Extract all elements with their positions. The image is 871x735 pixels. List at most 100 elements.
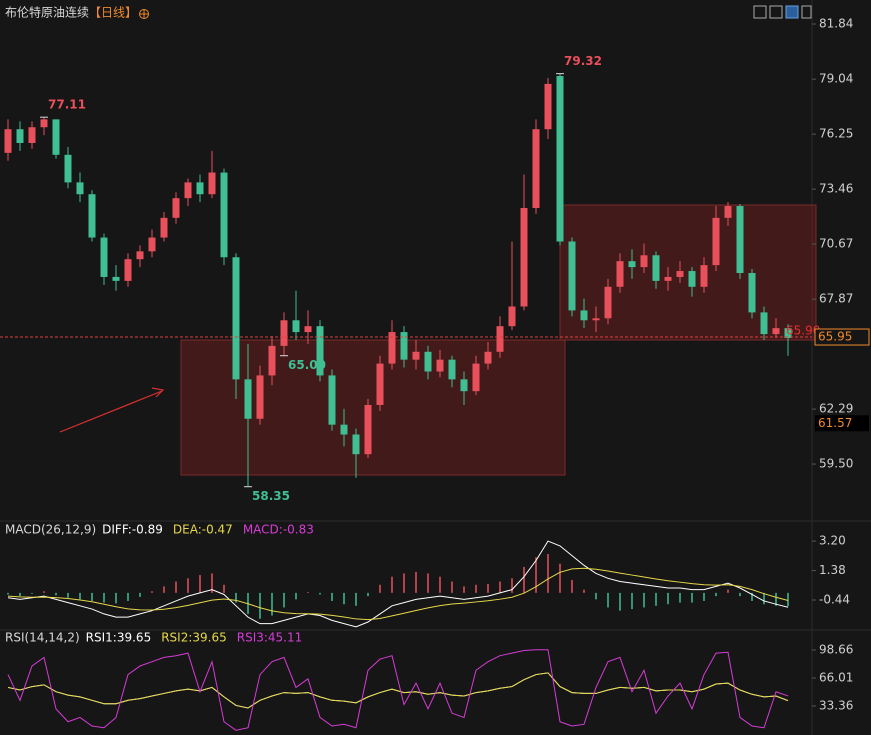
candle-body [424,351,432,372]
cursor-price-label: 61.57 [818,416,852,430]
extreme-label: 79.32 [564,54,602,68]
y-tick-label: -0.44 [819,592,850,606]
candle-body [628,261,636,268]
candle-body [76,182,84,195]
candle-body [604,286,612,319]
candle-body [532,129,540,208]
tool-icon[interactable] [785,5,799,19]
candle-body [412,351,420,360]
y-tick-label: 59.50 [819,457,853,471]
candle-body [784,328,792,338]
y-tick-label: 79.04 [819,72,853,86]
candle-body [208,172,216,195]
arrow-head [151,387,165,398]
candle-body [724,206,732,218]
y-tick-label: 33.36 [819,698,853,712]
candle-body [244,379,252,419]
candle-body [364,404,372,455]
extreme-label: 77.11 [48,98,86,112]
candle-body [4,129,12,153]
cursor-price-box [815,415,869,432]
series-line [7,540,789,628]
candle-body [556,76,564,242]
series-line [7,567,789,621]
candle-body [316,326,324,376]
y-tick-label: 1.38 [819,563,846,577]
candle-body [388,332,396,364]
drawn-arrow [59,390,163,433]
candle-body [748,273,756,313]
candle-body [232,257,240,380]
panel-title: MACD(26,12,9) [5,523,96,537]
y-tick-label: 66.01 [819,670,853,684]
y-tick-label: 70.67 [819,237,853,251]
candle-body [160,217,168,238]
y-tick-label: 76.25 [819,127,853,141]
candle-body [688,271,696,287]
candle-body [640,255,648,268]
legend-entry: RSI2:39.65 [161,631,227,645]
y-tick-label: 98.66 [819,642,853,656]
candle-body [460,379,468,392]
candle-body [196,182,204,195]
current-price-label: 65.95 [818,330,852,344]
candle-body [40,119,48,128]
candle-body [712,217,720,266]
candle-body [16,129,24,143]
legend-entry: MACD:-0.83 [243,523,314,537]
candle-body [100,237,108,277]
candle-body [280,320,288,346]
candle-body [652,255,660,281]
panel-title: RSI(14,14,2) [5,631,80,645]
chart-title: 布伦特原油连续 [5,5,89,20]
y-tick-label: 3.20 [819,534,846,548]
legend-entry: RSI3:45.11 [237,631,303,645]
y-tick-label: 62.29 [819,402,853,416]
candle-body [700,265,708,287]
y-tick-label: 81.84 [819,17,853,31]
candle-body [736,206,744,273]
candle-body [400,332,408,360]
tool-icon[interactable] [801,5,812,19]
candle-body [352,434,360,455]
candle-body [616,261,624,287]
candle-body [340,424,348,435]
legend-entry: DEA:-0.47 [173,523,233,537]
candle-body [484,351,492,364]
candle-body [28,127,36,143]
candle-body [172,198,180,218]
tool-icon[interactable] [769,5,783,19]
candle-body [52,119,60,155]
candle-body [676,271,684,277]
candle-body [508,306,516,327]
candle-body [88,194,96,238]
tool-icon[interactable] [753,5,767,19]
candle-body [256,375,264,419]
candle-body [220,172,228,258]
drawn-box [559,204,817,341]
candle-body [328,375,336,425]
legend-entry: RSI1:39.65 [86,631,152,645]
candle-body [184,182,192,199]
toolbar[interactable] [753,5,812,19]
candle-body [268,345,276,376]
y-tick-label: 73.46 [819,182,853,196]
chart-subtitle: 【日线】 [89,6,137,20]
candle-body [148,237,156,252]
extreme-label: 58.35 [252,489,290,503]
candle-body [760,312,768,335]
candle-body [544,83,552,130]
candle-body [568,241,576,311]
candle-body [496,326,504,352]
series-line [7,672,789,709]
candle-body [520,208,528,307]
y-tick-label: 67.87 [819,292,853,306]
add-icon[interactable] [139,9,150,19]
candle-body [376,363,384,405]
candle-body [64,154,72,183]
series-line [7,649,789,731]
candle-body [772,328,780,335]
candle-body [304,326,312,333]
candle-body [136,251,144,260]
